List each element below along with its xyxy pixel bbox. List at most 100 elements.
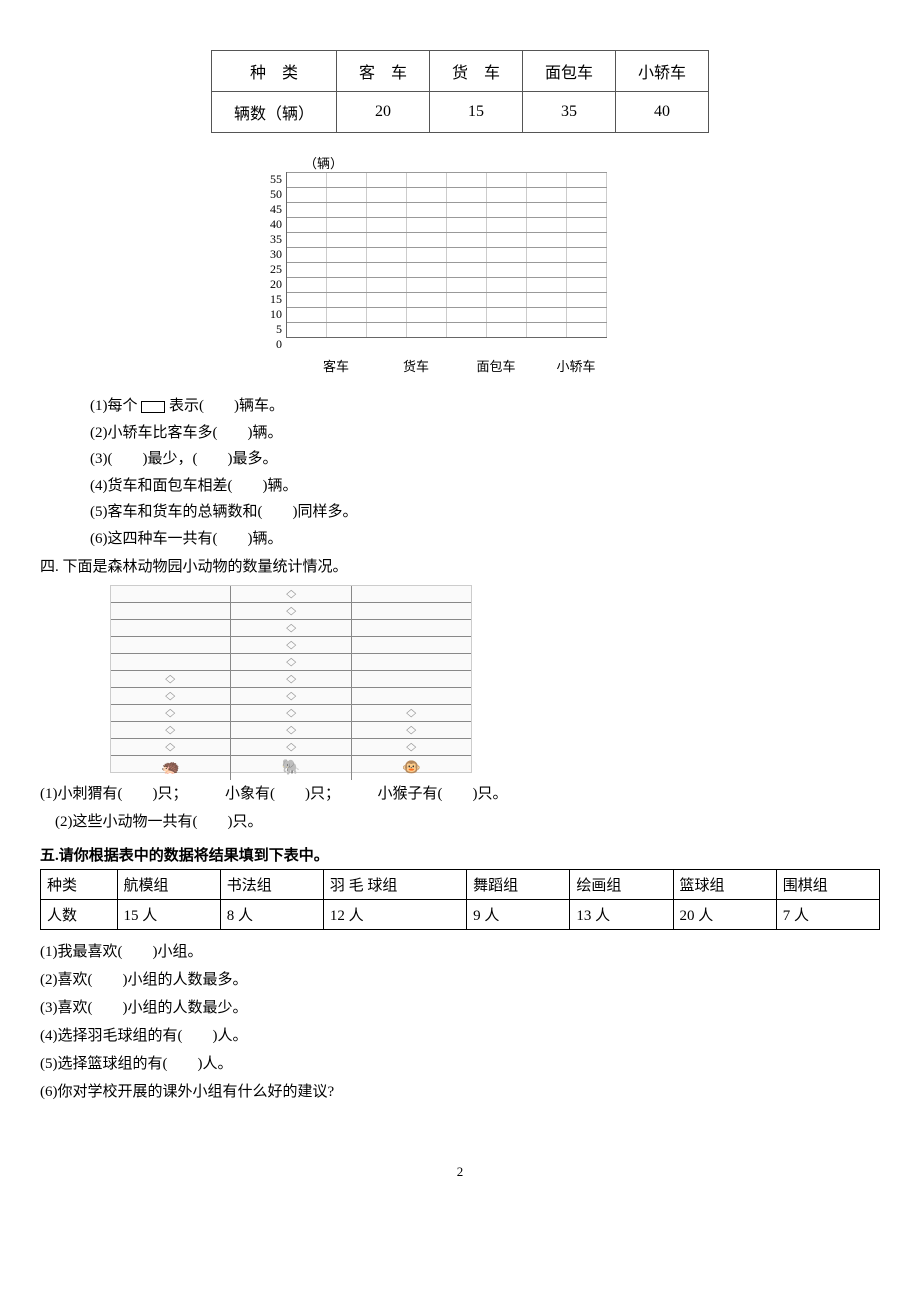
section-4-title: 四. 下面是森林动物园小动物的数量统计情况。 <box>40 556 880 579</box>
question-item: (1)我最喜欢( )小组。 <box>40 940 880 964</box>
question-item: (2)喜欢( )小组的人数最多。 <box>40 968 880 992</box>
question-item: (6)你对学校开展的课外小组有什么好的建议? <box>40 1080 880 1104</box>
animal-cell <box>111 620 231 636</box>
animal-cell: ◇ <box>352 705 471 721</box>
vehicle-value-cell: 40 <box>616 92 709 133</box>
group-header-cell: 篮球组 <box>673 869 776 899</box>
chart-y-axis: 5550454035302520151050 <box>270 172 282 352</box>
y-tick: 45 <box>270 202 282 217</box>
y-tick: 20 <box>270 277 282 292</box>
question-item: (2)小轿车比客车多( )辆。 <box>90 422 880 445</box>
group-value-cell: 13 人 <box>570 899 673 929</box>
group-header-cell: 种类 <box>41 869 118 899</box>
question-item: (5)选择篮球组的有( )人。 <box>40 1052 880 1076</box>
animal-cell <box>352 620 471 636</box>
rect-icon <box>141 401 165 413</box>
question-item: (6)这四种车一共有( )辆。 <box>90 528 880 551</box>
animal-cell <box>352 603 471 619</box>
animal-cell: ◇ <box>352 722 471 738</box>
question-item: (3)( )最少，( )最多。 <box>90 448 880 471</box>
animal-cell: ◇ <box>111 722 231 738</box>
y-tick: 40 <box>270 217 282 232</box>
animal-cell: ◇ <box>231 620 351 636</box>
animal-cell <box>111 637 231 653</box>
animal-cell: ◇ <box>111 688 231 704</box>
animal-cell <box>352 654 471 670</box>
animal-icon: 🦔 <box>111 756 231 780</box>
animal-cell: ◇ <box>231 722 351 738</box>
y-tick: 35 <box>270 232 282 247</box>
x-label: 小轿车 <box>536 356 616 375</box>
x-label: 面包车 <box>456 356 536 375</box>
vehicle-header-cell: 面包车 <box>523 51 616 92</box>
group-header-cell: 羽 毛 球组 <box>323 869 466 899</box>
group-table: 种类航模组书法组羽 毛 球组舞蹈组绘画组篮球组围棋组 人数15 人8 人12 人… <box>40 869 880 930</box>
animal-cell: ◇ <box>231 586 351 602</box>
animal-cell: ◇ <box>231 739 351 755</box>
chart-unit: （辆） <box>304 153 650 172</box>
x-label: 货车 <box>376 356 456 375</box>
group-row-label: 人数 <box>41 899 118 929</box>
question-item: (1)小刺猬有( )只； 小象有( )只； 小猴子有( )只。 <box>40 783 880 806</box>
chart-grid <box>286 172 607 338</box>
question-item: (1)每个 表示( )辆车。 <box>90 395 880 418</box>
vehicle-row-label: 辆数（辆） <box>211 92 336 133</box>
question-3-list: (1)每个 表示( )辆车。 (2)小轿车比客车多( )辆。 (3)( )最少，( … <box>40 395 880 550</box>
vehicle-header-cell: 货 车 <box>429 51 522 92</box>
group-header-cell: 书法组 <box>220 869 323 899</box>
animal-cell <box>352 671 471 687</box>
animal-cell: ◇ <box>231 705 351 721</box>
group-value-cell: 9 人 <box>467 899 570 929</box>
animal-cell <box>111 654 231 670</box>
group-value-cell: 8 人 <box>220 899 323 929</box>
animal-cell: ◇ <box>111 671 231 687</box>
question-item: (3)喜欢( )小组的人数最少。 <box>40 996 880 1020</box>
group-header-cell: 绘画组 <box>570 869 673 899</box>
chart-x-axis: 客车货车面包车小轿车 <box>296 356 650 375</box>
animal-cell <box>352 637 471 653</box>
y-tick: 10 <box>270 307 282 322</box>
vehicle-value-cell: 20 <box>336 92 429 133</box>
vehicle-value-cell: 35 <box>523 92 616 133</box>
animal-icon: 🐘 <box>231 756 351 780</box>
group-value-cell: 20 人 <box>673 899 776 929</box>
animal-cell <box>352 688 471 704</box>
y-tick: 15 <box>270 292 282 307</box>
question-item: (4)货车和面包车相差( )辆。 <box>90 475 880 498</box>
animal-cell: ◇ <box>231 603 351 619</box>
question-item: (2)这些小动物一共有( )只。 <box>40 811 880 834</box>
y-tick: 30 <box>270 247 282 262</box>
y-tick: 55 <box>270 172 282 187</box>
vehicle-header-cell: 种 类 <box>211 51 336 92</box>
animal-cell <box>352 586 471 602</box>
group-header-cell: 围棋组 <box>776 869 879 899</box>
animal-cell <box>111 586 231 602</box>
y-tick: 50 <box>270 187 282 202</box>
animal-cell: ◇ <box>231 671 351 687</box>
vehicle-table: 种 类客 车货 车面包车小轿车 辆数（辆）20153540 <box>211 50 709 133</box>
group-value-cell: 7 人 <box>776 899 879 929</box>
animal-cell: ◇ <box>111 739 231 755</box>
section-5-title: 五.请你根据表中的数据将结果填到下表中。 <box>40 844 880 865</box>
y-tick: 5 <box>276 322 282 337</box>
animal-icon: 🐵 <box>352 756 471 780</box>
question-5-list: (1)我最喜欢( )小组。 (2)喜欢( )小组的人数最多。 (3)喜欢( )小组的… <box>40 940 880 1104</box>
y-tick: 0 <box>276 337 282 352</box>
animal-cell <box>111 603 231 619</box>
group-header-cell: 航模组 <box>117 869 220 899</box>
group-header-cell: 舞蹈组 <box>467 869 570 899</box>
animal-chart: ◇◇◇◇◇◇◇◇◇◇◇◇◇◇◇◇◇◇🦔🐘🐵 <box>110 585 472 773</box>
vehicle-chart: （辆） 5550454035302520151050 客车货车面包车小轿车 <box>270 153 650 375</box>
question-4-list: (1)小刺猬有( )只； 小象有( )只； 小猴子有( )只。 (2)这些小动物… <box>40 783 880 834</box>
question-item: (4)选择羽毛球组的有( )人。 <box>40 1024 880 1048</box>
page-number: 2 <box>40 1164 880 1180</box>
vehicle-value-cell: 15 <box>429 92 522 133</box>
animal-cell: ◇ <box>231 688 351 704</box>
animal-cell: ◇ <box>231 637 351 653</box>
animal-cell: ◇ <box>111 705 231 721</box>
group-value-cell: 15 人 <box>117 899 220 929</box>
vehicle-header-cell: 小轿车 <box>616 51 709 92</box>
group-value-cell: 12 人 <box>323 899 466 929</box>
vehicle-header-cell: 客 车 <box>336 51 429 92</box>
animal-cell: ◇ <box>352 739 471 755</box>
